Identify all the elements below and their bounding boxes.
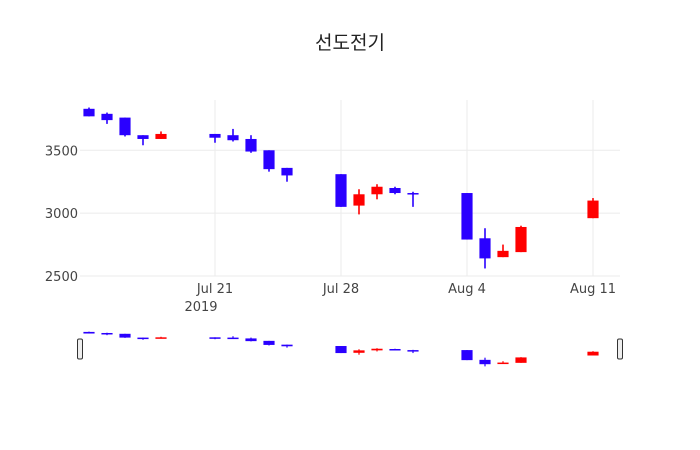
x-tick-label: Jul 21	[196, 282, 233, 297]
candle-decreasing	[137, 135, 149, 146]
slider-candle-body	[479, 359, 491, 365]
candle-increasing	[497, 244, 509, 258]
candle-increasing	[515, 225, 527, 253]
candle-decreasing	[227, 128, 239, 142]
candle-body	[407, 193, 419, 195]
y-axis-ticks: 2500 3000 3500	[45, 144, 78, 285]
slider-candle-body	[101, 332, 113, 335]
candle-increasing	[155, 131, 167, 139]
slider-candle-body	[83, 331, 95, 334]
x-tick-label: Aug 11	[570, 282, 616, 297]
range-slider[interactable]	[77, 330, 623, 368]
slider-candle-increasing	[155, 336, 167, 339]
candle-increasing	[353, 189, 365, 215]
candle-body	[119, 117, 131, 136]
slider-candle-decreasing	[335, 346, 347, 354]
gridlines	[80, 100, 620, 277]
candle-body	[479, 238, 491, 259]
candle-decreasing	[461, 193, 473, 240]
candle-body	[335, 174, 347, 207]
range-slider-left-handle[interactable]	[77, 338, 83, 360]
range-slider-background	[80, 330, 620, 368]
candle-decreasing	[209, 133, 221, 143]
candle-decreasing	[119, 117, 131, 137]
candle-decreasing	[335, 174, 347, 207]
slider-candle-body	[515, 357, 527, 363]
slider-candle-body	[407, 350, 419, 352]
slider-candle-decreasing	[83, 331, 95, 334]
candle-body	[353, 194, 365, 206]
slider-candle-decreasing	[407, 349, 419, 354]
candle-body	[587, 200, 599, 219]
slider-candle-increasing	[587, 351, 599, 356]
slider-candle-body	[461, 350, 473, 361]
slider-candle-body	[119, 333, 131, 338]
slider-candle-decreasing	[479, 357, 491, 367]
slider-candle-decreasing	[263, 340, 275, 346]
slider-candle-body	[371, 348, 383, 351]
slider-candle-body	[389, 349, 401, 351]
slider-candle-decreasing	[245, 337, 257, 342]
slider-candle-body	[497, 362, 509, 365]
candle-decreasing	[101, 112, 113, 124]
slider-candle-increasing	[515, 357, 527, 363]
slider-candle-decreasing	[281, 344, 293, 348]
candle-body	[137, 135, 149, 139]
slider-candle-body	[263, 340, 275, 345]
slider-candle-decreasing	[461, 350, 473, 361]
candle-increasing	[587, 198, 599, 219]
candle-body	[515, 226, 527, 253]
candle-body	[281, 167, 293, 176]
slider-candle-increasing	[371, 348, 383, 352]
candle-body	[101, 113, 113, 121]
candle-body	[209, 133, 221, 138]
slider-candle-body	[281, 344, 293, 347]
slider-candle-decreasing	[119, 333, 131, 338]
y-tick-label: 3000	[45, 207, 78, 222]
slider-candle-body	[587, 351, 599, 356]
x-axis-ticks: Jul 21 Jul 28 Aug 4 Aug 11	[196, 282, 616, 297]
candle-body	[389, 188, 401, 194]
y-tick-label: 2500	[45, 270, 78, 285]
slider-candle-body	[335, 346, 347, 354]
slider-candle-body	[155, 337, 167, 339]
candle-decreasing	[83, 107, 95, 117]
candle-decreasing	[479, 228, 491, 269]
slider-candle-decreasing	[209, 337, 221, 340]
x-tick-label: Aug 4	[448, 282, 486, 297]
x-axis-year-label: 2019	[184, 300, 217, 315]
candle-body	[155, 133, 167, 139]
slider-candle-body	[209, 337, 221, 339]
candle-body	[83, 108, 95, 117]
slider-candle-increasing	[353, 349, 365, 355]
candle-body	[497, 250, 509, 258]
slider-candle-body	[245, 338, 257, 342]
candle-decreasing	[407, 191, 419, 207]
slider-candle-decreasing	[227, 336, 239, 340]
slider-candle-body	[137, 337, 149, 340]
candles	[83, 107, 599, 269]
candle-decreasing	[389, 186, 401, 195]
candle-body	[461, 193, 473, 240]
candle-body	[227, 135, 239, 141]
candle-body	[371, 186, 383, 195]
candle-body	[245, 138, 257, 152]
slider-candle-body	[353, 350, 365, 353]
chart-title: 선도전기	[315, 32, 385, 54]
slider-candle-decreasing	[137, 337, 149, 340]
candle-increasing	[371, 184, 383, 200]
x-tick-label: Jul 28	[322, 282, 359, 297]
candle-body	[263, 150, 275, 170]
candle-decreasing	[263, 150, 275, 172]
range-slider-right-handle[interactable]	[617, 338, 623, 360]
slider-candle-increasing	[497, 361, 509, 365]
slider-candle-decreasing	[101, 332, 113, 336]
candle-decreasing	[245, 135, 257, 153]
y-tick-label: 3500	[45, 144, 78, 159]
slider-candle-decreasing	[389, 348, 401, 351]
slider-candle-body	[227, 337, 239, 340]
candle-decreasing	[281, 167, 293, 182]
